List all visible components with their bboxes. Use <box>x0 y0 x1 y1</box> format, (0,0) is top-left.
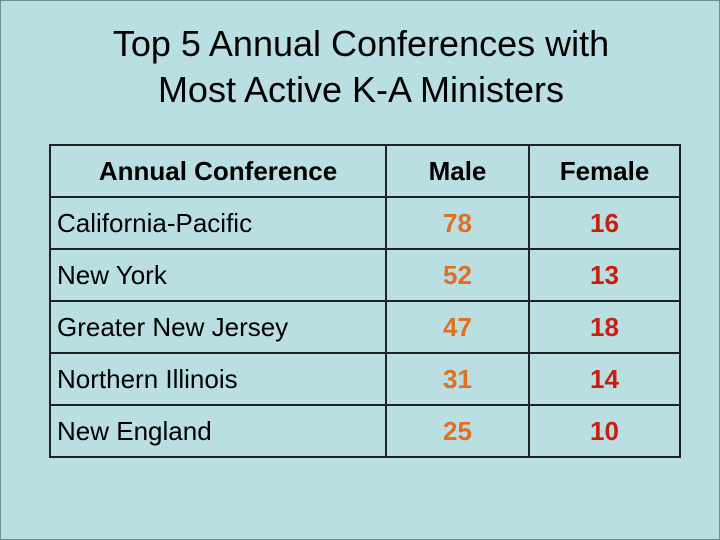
header-row: Annual Conference Male Female <box>49 144 681 198</box>
conference-name: Northern Illinois <box>49 352 387 406</box>
title-line-2: Most Active K-A Ministers <box>157 69 565 110</box>
table-row: Northern Illinois 31 14 <box>49 352 681 406</box>
female-count: 13 <box>528 248 681 302</box>
table-row: New England 25 10 <box>49 404 681 458</box>
male-count: 25 <box>385 404 530 458</box>
male-count: 47 <box>385 300 530 354</box>
header-conference: Annual Conference <box>49 144 387 198</box>
conference-table: Annual Conference Male Female California… <box>49 144 681 458</box>
table-row: New York 52 13 <box>49 248 681 302</box>
title-line-1: Top 5 Annual Conferences with <box>112 23 610 64</box>
header-female: Female <box>528 144 681 198</box>
conference-name: Greater New Jersey <box>49 300 387 354</box>
table-row: California-Pacific 78 16 <box>49 196 681 250</box>
male-count: 31 <box>385 352 530 406</box>
conference-name: California-Pacific <box>49 196 387 250</box>
slide-title: Top 5 Annual Conferences with Most Activ… <box>1 21 720 113</box>
female-count: 18 <box>528 300 681 354</box>
table-row: Greater New Jersey 47 18 <box>49 300 681 354</box>
male-count: 52 <box>385 248 530 302</box>
female-count: 16 <box>528 196 681 250</box>
conference-name: New England <box>49 404 387 458</box>
conference-name: New York <box>49 248 387 302</box>
female-count: 10 <box>528 404 681 458</box>
male-count: 78 <box>385 196 530 250</box>
female-count: 14 <box>528 352 681 406</box>
header-male: Male <box>385 144 530 198</box>
